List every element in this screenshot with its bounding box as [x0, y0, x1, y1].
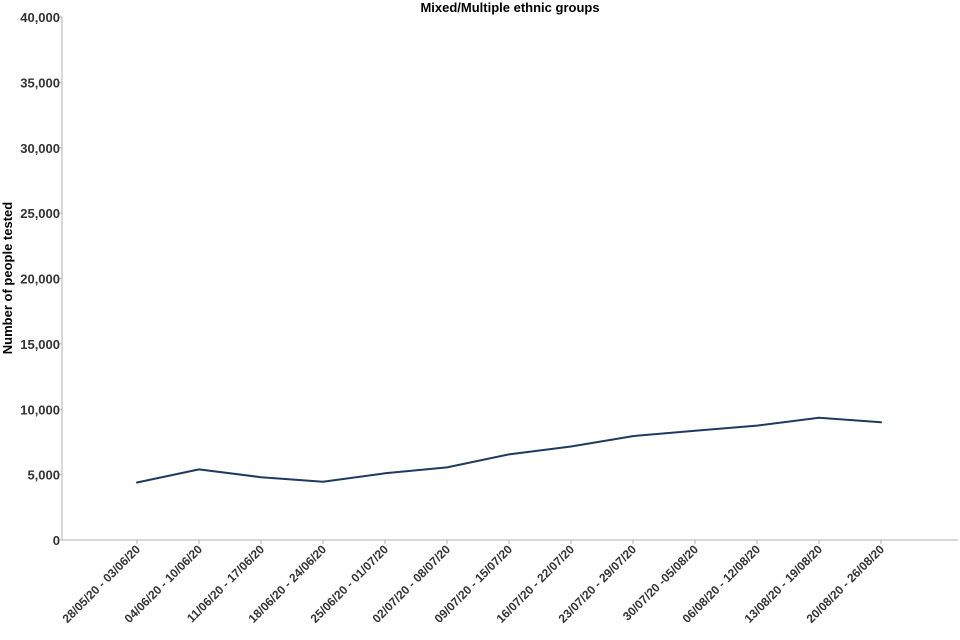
y-axis: 0 5,000 10,000 15,000 20,000 25,000 30,000 35,0…	[20, 10, 63, 548]
series-group	[136, 416, 882, 484]
chart-title: Mixed/Multiple ethnic groups	[420, 0, 599, 15]
y-tick-label: 0	[53, 533, 60, 548]
y-tick-label: 30,000	[20, 141, 60, 156]
y-tick-label: 5,000	[27, 468, 60, 483]
series-line	[136, 416, 882, 484]
y-tick-label: 20,000	[20, 272, 60, 287]
y-tick-label: 25,000	[20, 206, 60, 221]
y-axis-label: Number of people tested	[0, 202, 15, 354]
y-tick-label: 10,000	[20, 402, 60, 417]
y-tick-label: 40,000	[20, 10, 60, 25]
y-tick-label: 35,000	[20, 75, 60, 90]
y-tick-label: 15,000	[20, 337, 60, 352]
